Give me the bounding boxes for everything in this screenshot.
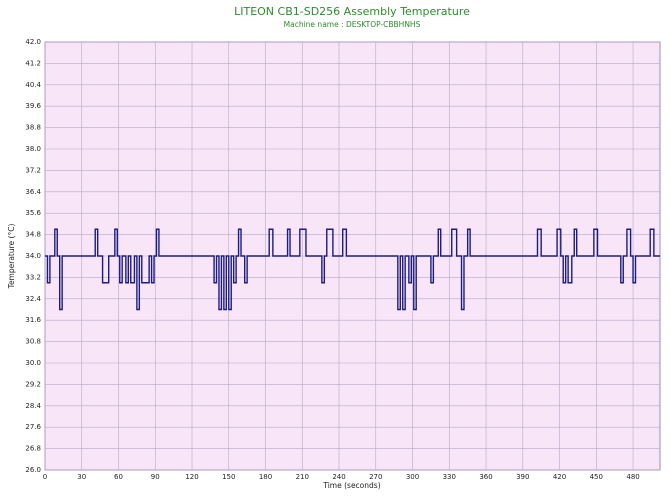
y-tick-label: 39.6 (25, 102, 41, 110)
y-tick-label: 33.2 (25, 273, 41, 281)
y-tick-label: 42.0 (25, 38, 41, 46)
x-tick-label: 90 (151, 473, 160, 481)
y-tick-label: 32.4 (25, 295, 41, 303)
y-tick-label: 38.8 (25, 124, 41, 132)
x-tick-label: 330 (443, 473, 456, 481)
y-axis-label: Temperature (°C) (7, 224, 16, 290)
y-tick-label: 34.8 (25, 231, 41, 239)
y-tick-label: 36.4 (25, 188, 41, 196)
y-tick-label: 28.4 (25, 402, 41, 410)
y-tick-label: 31.6 (25, 316, 41, 324)
y-tick-label: 34.0 (25, 252, 41, 260)
y-tick-label: 26.8 (25, 445, 41, 453)
y-tick-label: 40.4 (25, 81, 41, 89)
y-tick-label: 29.2 (25, 380, 41, 388)
x-tick-label: 180 (259, 473, 272, 481)
x-tick-label: 360 (479, 473, 492, 481)
x-tick-label: 480 (626, 473, 639, 481)
y-tick-label: 26.0 (25, 466, 41, 474)
x-tick-label: 30 (77, 473, 86, 481)
x-tick-label: 240 (332, 473, 345, 481)
y-tick-label: 41.2 (25, 59, 41, 67)
x-tick-label: 120 (185, 473, 198, 481)
chart-subtitle: Machine name : DESKTOP-CBBHNHS (284, 20, 421, 29)
x-tick-label: 300 (406, 473, 419, 481)
x-tick-label: 390 (516, 473, 529, 481)
x-tick-label: 60 (114, 473, 123, 481)
x-tick-label: 420 (553, 473, 566, 481)
x-tick-label: 0 (43, 473, 47, 481)
x-axis-label: Time (seconds) (322, 481, 380, 490)
y-tick-label: 27.6 (25, 423, 41, 431)
x-tick-label: 450 (590, 473, 603, 481)
data-line (45, 228, 660, 311)
x-tick-label: 150 (222, 473, 235, 481)
y-tick-label: 35.6 (25, 209, 41, 217)
x-tick-label: 270 (369, 473, 382, 481)
chart-title: LITEON CB1-SD256 Assembly Temperature (234, 5, 470, 18)
y-tick-label: 37.2 (25, 166, 41, 174)
x-tick-label: 210 (296, 473, 309, 481)
y-tick-label: 30.0 (25, 359, 41, 367)
y-tick-label: 30.8 (25, 338, 41, 346)
y-tick-label: 38.0 (25, 145, 41, 153)
